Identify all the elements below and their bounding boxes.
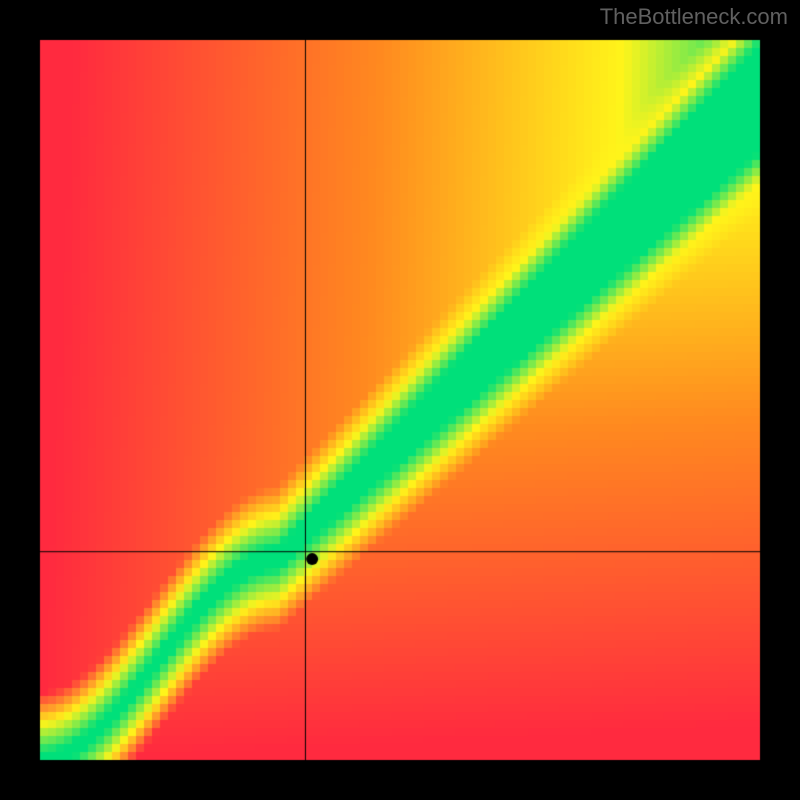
bottleneck-heatmap — [0, 0, 800, 800]
watermark-text: TheBottleneck.com — [600, 4, 788, 30]
chart-container: TheBottleneck.com — [0, 0, 800, 800]
